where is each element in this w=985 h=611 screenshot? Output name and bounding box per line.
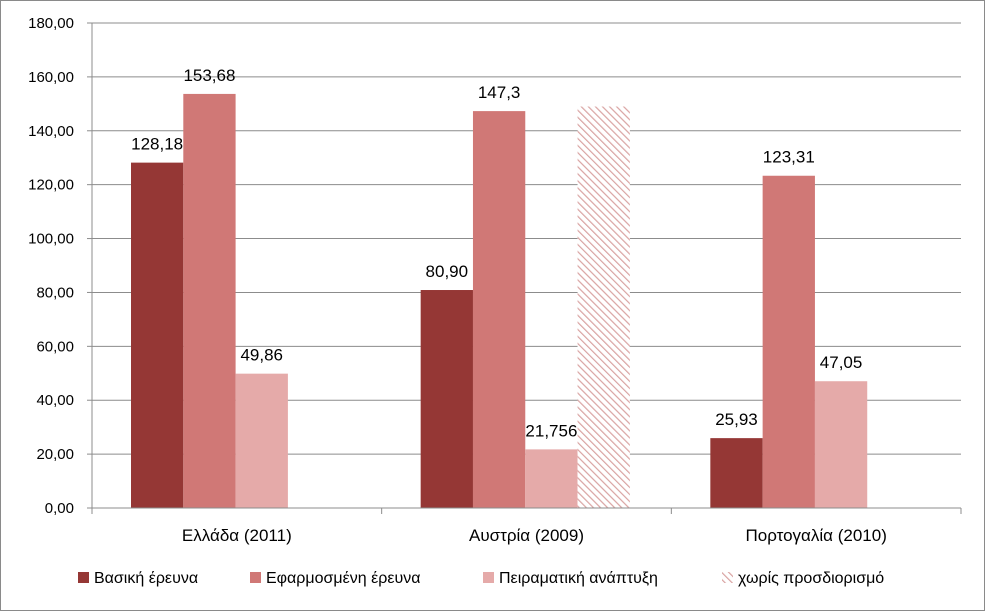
- legend-swatch-πειραματική-ανάπτυξη: [483, 572, 494, 583]
- bar-βασική-έρευνα-αυστρία-2009: [420, 290, 473, 508]
- y-tick-label: 160,00: [28, 69, 74, 86]
- data-label: 25,93: [715, 410, 758, 429]
- legend-swatch-εφαρμοσμένη-έρευνα: [250, 572, 261, 583]
- bar-βασική-έρευνα-ελλάδα-2011: [131, 162, 184, 509]
- legend-label: Βασική έρευνα: [94, 570, 198, 587]
- bar-εφαρμοσμένη-έρευνα-πορτογαλία-2010: [762, 175, 815, 509]
- data-label: 21,756: [525, 421, 577, 440]
- y-tick-label: 80,00: [36, 284, 74, 301]
- bars: [131, 93, 868, 509]
- legend-label: Πειραματική ανάπτυξη: [499, 570, 658, 587]
- legend: Βασική έρευνα Εφαρμοσμένη έρευνα Πειραματι…: [78, 570, 884, 587]
- legend-label: Εφαρμοσμένη έρευνα: [266, 570, 420, 587]
- x-category-label: Αυστρία (2009): [469, 526, 584, 545]
- data-label: 128,18: [131, 135, 183, 154]
- data-label: 49,86: [240, 346, 283, 365]
- y-tick-label: 20,00: [36, 446, 74, 463]
- bar-εφαρμοσμένη-έρευνα-ελλάδα-2011: [183, 93, 236, 508]
- y-tick-label: 100,00: [28, 231, 74, 248]
- bar-εφαρμοσμένη-έρευνα-αυστρία-2009: [472, 111, 526, 508]
- legend-swatch-βασική-έρευνα: [78, 572, 89, 583]
- bar-βασική-έρευνα-πορτογαλία-2010: [710, 438, 763, 508]
- bar-χωρίς-προσδιορισμό-αυστρία-2009: [577, 106, 630, 509]
- bar-πειραματική-ανάπτυξη-ελλάδα-2011: [235, 373, 288, 508]
- data-label: 47,05: [820, 353, 863, 372]
- data-labels: 128,18 153,68 49,86 80,90 147,3 21,756 25,93 12…: [131, 66, 862, 440]
- bar-πειραματική-ανάπτυξη-πορτογαλία-2010: [814, 381, 868, 508]
- axes: 0,00 20,00 40,00 60,00 80,00 100,00 120,00 140,…: [28, 15, 962, 545]
- y-tick-label: 60,00: [36, 338, 74, 355]
- y-tick-label: 0,00: [45, 500, 74, 517]
- y-tick-label: 120,00: [28, 177, 74, 194]
- y-tick-label: 180,00: [28, 15, 74, 32]
- x-category-label: Ελλάδα (2011): [182, 526, 292, 545]
- y-tick-label: 140,00: [28, 123, 74, 140]
- x-category-label: Πορτογαλία (2010): [745, 526, 886, 545]
- data-label: 80,90: [426, 262, 469, 281]
- y-tick-label: 40,00: [36, 392, 74, 409]
- data-label: 153,68: [183, 66, 235, 85]
- data-label: 147,3: [478, 83, 521, 102]
- legend-label: χωρίς προσδιορισμό: [738, 570, 884, 587]
- legend-swatch-χωρίς-προσδιορισμό: [722, 572, 733, 583]
- data-label: 123,31: [763, 148, 815, 167]
- bar-πειραματική-ανάπτυξη-αυστρία-2009: [525, 449, 578, 508]
